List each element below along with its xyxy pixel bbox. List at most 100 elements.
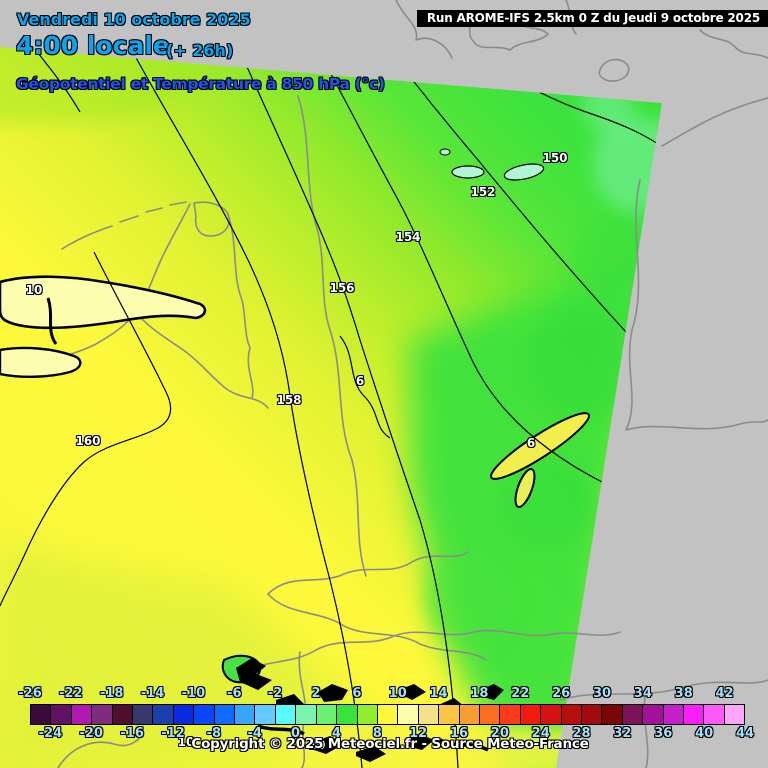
scale-label: -20 [79, 726, 104, 741]
border-baltic-island [598, 58, 630, 82]
scale-label: -24 [38, 726, 63, 741]
scale-cell [235, 705, 256, 724]
alps-black-ridge [439, 738, 489, 752]
contour-label-160: 160 [75, 434, 101, 448]
scale-label: 8 [372, 726, 382, 741]
border-wadden-islands [61, 201, 187, 250]
scale-label: 6 [352, 686, 362, 701]
contour-label-6: 6 [355, 374, 365, 388]
scale-cell [296, 705, 317, 724]
border-belgium-luxembourg [135, 311, 269, 409]
date-label: Vendredi 10 octobre 2025 [17, 10, 251, 29]
border-austria-south [559, 679, 768, 768]
border-rhine [329, 329, 367, 577]
cold-patch-north-1 [451, 165, 485, 179]
contour-label-6: 6 [526, 436, 536, 450]
warm-contour-spur [46, 297, 58, 345]
alps-black-shape [398, 684, 426, 700]
border-baltic-coast [661, 97, 768, 147]
scale-cell [643, 705, 664, 724]
cold-patch-north-2 [503, 163, 545, 181]
scale-cell [602, 705, 623, 724]
alps-black-shape [236, 658, 272, 690]
scale-label: 36 [654, 726, 673, 741]
scale-label: 28 [572, 726, 591, 741]
local-time-label: 4:00 locale [16, 31, 170, 60]
scale-cell [51, 705, 72, 724]
border-ijsselmeer [193, 201, 230, 237]
temp-contour-6 [339, 335, 391, 439]
border-baltic-coast-north [699, 29, 768, 59]
scale-label: -10 [181, 686, 206, 701]
scale-label: 44 [735, 726, 755, 741]
dark-green-mottle-1 [530, 305, 640, 415]
scale-cell [724, 705, 745, 724]
geopotential-contours [0, 47, 662, 768]
run-info-bar: Run AROME-IFS 2.5km 0 Z du Jeudi 9 octob… [416, 10, 768, 27]
scale-label: 38 [674, 686, 693, 701]
contour-154 [297, 47, 603, 483]
map-title: Géopotentiel et Température à 850 hPa (°… [16, 75, 385, 93]
scale-cell [316, 705, 338, 724]
scale-label: -4 [247, 726, 262, 741]
border-southwest-coast [57, 735, 143, 768]
scale-label: 0 [291, 726, 301, 741]
scale-cell [541, 705, 562, 724]
temperature-features [0, 148, 591, 684]
scale-cell [194, 705, 215, 724]
scale-label: -14 [140, 686, 165, 701]
scale-label: -6 [227, 686, 242, 701]
scale-label: 20 [490, 726, 509, 741]
forecast-offset-label: (+ 26h) [166, 41, 234, 60]
scale-label: 34 [633, 686, 652, 701]
contour-160 [0, 251, 172, 607]
contour-label-10: 10 [177, 735, 195, 749]
scale-label: 14 [429, 686, 448, 701]
scale-cell [684, 705, 705, 724]
scale-label: 22 [511, 686, 530, 701]
scale-cell [133, 705, 154, 724]
scale-cell [500, 705, 521, 724]
scale-cell [398, 705, 419, 724]
model-domain-field [0, 47, 662, 768]
alps-black-ridge [257, 724, 305, 736]
border-german-bight-coast [395, 0, 453, 59]
scale-label: -18 [99, 686, 124, 701]
contour-label-158: 158 [276, 393, 302, 407]
scale-cell [561, 705, 582, 724]
scale-cell [520, 705, 542, 724]
scale-cell [377, 705, 399, 724]
scale-cell [622, 705, 644, 724]
border-switzerland [267, 551, 487, 661]
contour-label-152: 152 [470, 185, 496, 199]
copyright-label: Copyright © 2025 Meteociel.fr - Source M… [191, 736, 589, 752]
contour-156 [221, 47, 459, 768]
scale-cell [479, 705, 501, 724]
contour-label-10: 10 [308, 738, 326, 752]
contour-stub-northwest [33, 47, 81, 113]
border-nl-de [227, 213, 251, 349]
yellow-south-strip [275, 722, 625, 768]
contour-label-156: 156 [329, 281, 355, 295]
mint-patch-northeast-1 [592, 117, 662, 213]
scale-cell [704, 705, 725, 724]
scale-cell [153, 705, 174, 724]
alps-black-shape [318, 684, 348, 702]
scale-cell [581, 705, 603, 724]
scale-label: 30 [592, 686, 612, 701]
alps-black-shape [480, 684, 504, 700]
scale-label: 24 [531, 726, 550, 741]
scale-label: 2 [311, 686, 321, 701]
contour-label-150: 150 [542, 151, 568, 165]
scale-cell [214, 705, 236, 724]
scale-label: 40 [695, 726, 714, 741]
scale-cell [663, 705, 684, 724]
scale-cell [173, 705, 195, 724]
alps-black-shape [308, 736, 344, 754]
scale-cell [92, 705, 113, 724]
contour-label-10: 10 [25, 283, 43, 297]
alps-black-shape [404, 734, 434, 750]
scale-bar [30, 704, 745, 725]
